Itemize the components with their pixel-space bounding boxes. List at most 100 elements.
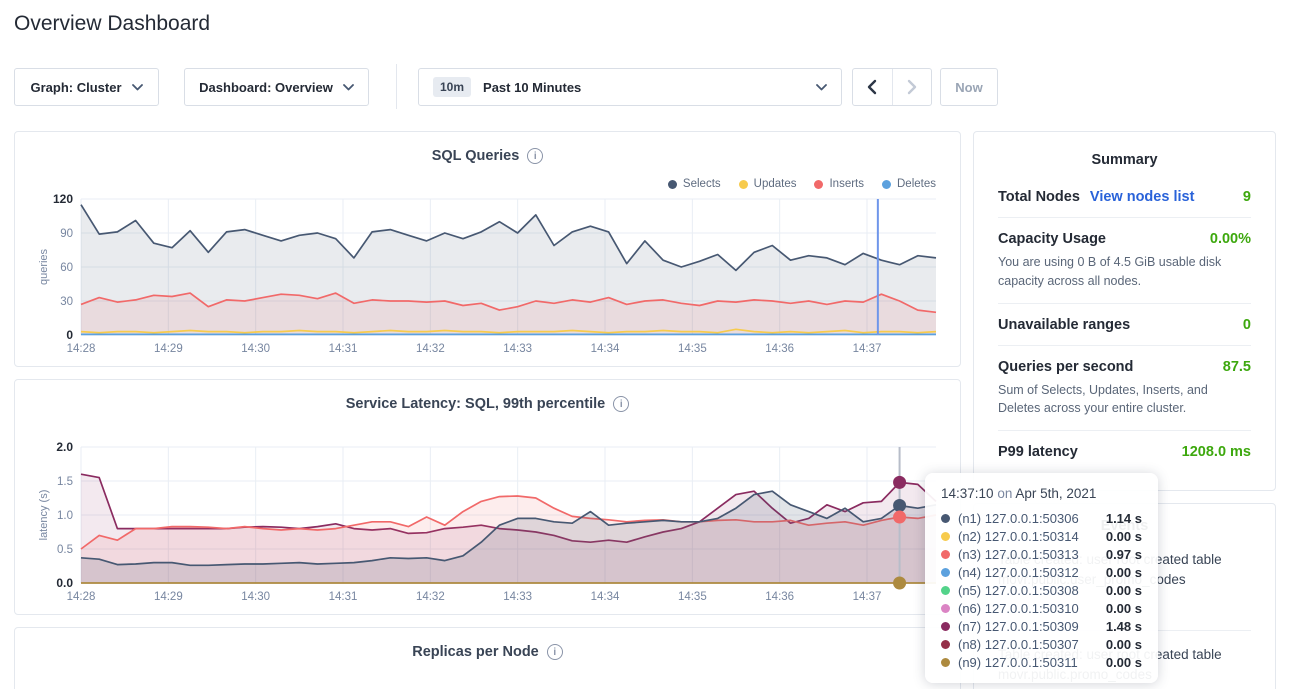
graph-dropdown-label: Graph: Cluster <box>30 80 121 95</box>
page-title: Overview Dashboard <box>14 12 210 36</box>
chart-title: Replicas per Node <box>412 644 539 660</box>
summary-row-label: Unavailable ranges <box>998 317 1130 333</box>
sql-queries-chart-panel: SQL Queries i SelectsUpdatesInsertsDelet… <box>14 131 961 367</box>
summary-row-main: Unavailable ranges 0 <box>998 317 1251 333</box>
view-nodes-list-link[interactable]: View nodes list <box>1090 189 1195 205</box>
summary-row: Total Nodes View nodes list 9 <box>998 176 1251 218</box>
chevron-down-icon <box>816 84 827 91</box>
tooltip-node-row: (n1) 127.0.0.1:503061.14 s <box>941 509 1142 527</box>
svg-text:latency (s): latency (s) <box>38 490 50 541</box>
info-icon[interactable]: i <box>547 644 563 660</box>
tooltip-node-latency: 0.00 s <box>1106 583 1142 598</box>
summary-row-value: 87.5 <box>1223 359 1251 375</box>
svg-text:0: 0 <box>66 328 73 342</box>
chevron-left-icon <box>867 79 877 95</box>
summary-row-value: 0 <box>1243 317 1251 333</box>
time-nav-group <box>852 68 932 106</box>
svg-text:1.5: 1.5 <box>57 476 73 488</box>
time-forward-button[interactable] <box>892 69 931 105</box>
node-series-dot-icon <box>941 622 950 631</box>
node-series-dot-icon <box>941 514 950 523</box>
svg-text:14:36: 14:36 <box>765 343 794 355</box>
svg-text:14:34: 14:34 <box>591 343 620 355</box>
node-series-dot-icon <box>941 568 950 577</box>
svg-text:14:32: 14:32 <box>416 343 445 355</box>
tooltip-node-latency: 0.00 s <box>1106 565 1142 580</box>
summary-row: Unavailable ranges 0 <box>998 304 1251 346</box>
now-button[interactable]: Now <box>940 68 998 106</box>
summary-row-label: P99 latency <box>998 444 1078 460</box>
replicas-per-node-chart-panel: Replicas per Node i <box>14 627 961 689</box>
dashboard-dropdown-label: Dashboard: Overview <box>199 80 333 95</box>
chart-hover-tooltip: 14:37:10 on Apr 5th, 2021 (n1) 127.0.0.1… <box>925 473 1158 683</box>
toolbar-divider <box>396 64 397 109</box>
tooltip-node-address: (n9) 127.0.0.1:50311 <box>958 655 1078 670</box>
tooltip-node-address: (n4) 127.0.0.1:50312 <box>958 565 1079 580</box>
tooltip-node-row: (n7) 127.0.0.1:503091.48 s <box>941 617 1142 635</box>
svg-text:60: 60 <box>60 262 73 274</box>
svg-text:2.0: 2.0 <box>56 440 73 454</box>
tooltip-node-address: (n1) 127.0.0.1:50306 <box>958 511 1079 526</box>
node-series-dot-icon <box>941 640 950 649</box>
svg-text:1.0: 1.0 <box>57 510 73 522</box>
summary-row-value: 0.00% <box>1210 231 1251 247</box>
summary-panel: Summary Total Nodes View nodes list 9 Capac… <box>973 131 1276 491</box>
tooltip-node-row: (n9) 127.0.0.1:50311 0.00 s <box>941 653 1142 671</box>
summary-row-label: Total Nodes <box>998 189 1080 205</box>
service-latency-plot[interactable]: 14:2814:2914:3014:3114:3214:3314:3414:35… <box>15 380 960 614</box>
summary-row-main: Total Nodes View nodes list 9 <box>998 189 1251 205</box>
svg-text:14:29: 14:29 <box>154 343 183 355</box>
summary-row-value: 9 <box>1243 189 1251 205</box>
tooltip-node-row: (n8) 127.0.0.1:50307 0.00 s <box>941 635 1142 653</box>
time-range-badge: 10m <box>433 77 471 97</box>
tooltip-node-row: (n3) 127.0.0.1:503130.97 s <box>941 545 1142 563</box>
tooltip-node-address: (n2) 127.0.0.1:50314 <box>958 529 1079 544</box>
summary-row-label: Queries per second <box>998 359 1133 375</box>
summary-heading: Summary <box>998 152 1251 168</box>
chevron-down-icon <box>132 84 143 91</box>
tooltip-node-address: (n5) 127.0.0.1:50308 <box>958 583 1079 598</box>
node-series-dot-icon <box>941 658 950 667</box>
tooltip-node-address: (n3) 127.0.0.1:50313 <box>958 547 1079 562</box>
svg-text:14:37: 14:37 <box>853 343 882 355</box>
sql-queries-plot[interactable]: 14:2814:2914:3014:3114:3214:3314:3414:35… <box>15 132 960 366</box>
summary-row-main: Queries per second 87.5 <box>998 359 1251 375</box>
svg-text:14:28: 14:28 <box>67 343 96 355</box>
tooltip-node-address: (n6) 127.0.0.1:50310 <box>958 601 1079 616</box>
time-range-label: Past 10 Minutes <box>483 80 581 95</box>
summary-row: P99 latency 1208.0 ms <box>998 431 1251 472</box>
now-button-label: Now <box>955 80 982 95</box>
tooltip-node-row: (n6) 127.0.0.1:50310 0.00 s <box>941 599 1142 617</box>
summary-row: Capacity Usage0.00% You are using 0 B of … <box>998 218 1251 304</box>
tooltip-node-latency: 1.48 s <box>1106 619 1142 634</box>
dashboard-dropdown[interactable]: Dashboard: Overview <box>184 68 369 106</box>
svg-text:0.5: 0.5 <box>57 544 73 556</box>
svg-text:14:34: 14:34 <box>591 591 620 603</box>
node-series-dot-icon <box>941 604 950 613</box>
svg-text:14:36: 14:36 <box>765 591 794 603</box>
tooltip-node-latency: 0.00 s <box>1106 601 1142 616</box>
time-range-dropdown[interactable]: 10m Past 10 Minutes <box>418 68 842 106</box>
node-series-dot-icon <box>941 532 950 541</box>
svg-text:14:37: 14:37 <box>853 591 882 603</box>
tooltip-node-latency: 0.00 s <box>1106 529 1142 544</box>
tooltip-node-latency: 0.00 s <box>1106 637 1142 652</box>
svg-text:14:35: 14:35 <box>678 591 707 603</box>
summary-row: Queries per second 87.5 Sum of Selects, Up… <box>998 346 1251 432</box>
summary-row-main: Capacity Usage0.00% <box>998 231 1251 247</box>
summary-row-description: You are using 0 B of 4.5 GiB usable disk… <box>998 253 1251 291</box>
svg-text:14:29: 14:29 <box>154 591 183 603</box>
tooltip-node-address: (n8) 127.0.0.1:50307 <box>958 637 1079 652</box>
tooltip-node-latency: 0.00 s <box>1106 655 1142 670</box>
svg-text:120: 120 <box>53 192 73 206</box>
chevron-down-icon <box>343 84 354 91</box>
svg-text:90: 90 <box>60 228 73 240</box>
node-series-dot-icon <box>941 586 950 595</box>
summary-row-description: Sum of Selects, Updates, Inserts, and De… <box>998 381 1251 419</box>
svg-text:14:31: 14:31 <box>329 343 358 355</box>
time-back-button[interactable] <box>853 69 892 105</box>
svg-text:14:33: 14:33 <box>503 343 532 355</box>
svg-text:14:28: 14:28 <box>67 591 96 603</box>
graph-dropdown[interactable]: Graph: Cluster <box>14 68 159 106</box>
summary-row-value: 1208.0 ms <box>1182 444 1251 460</box>
